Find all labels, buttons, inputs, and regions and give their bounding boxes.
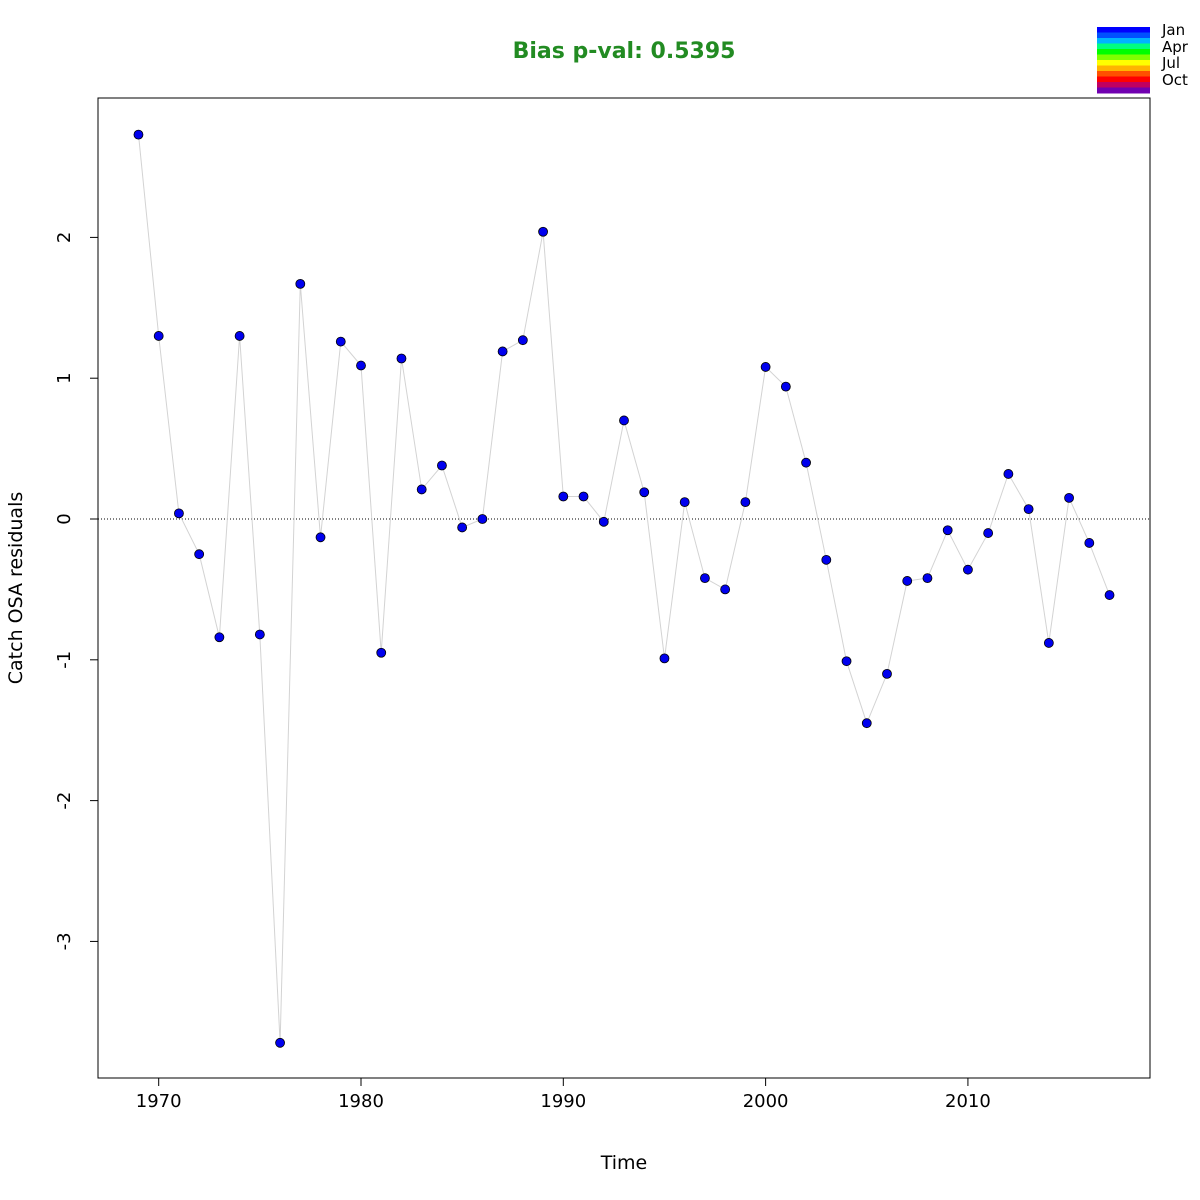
legend-color-swatch: [1097, 27, 1150, 33]
data-point: [700, 573, 710, 584]
x-axis-label: Time: [600, 1152, 648, 1174]
data-point: [214, 632, 225, 643]
data-point: [720, 584, 731, 595]
data-point: [133, 129, 144, 140]
data-point: [841, 656, 852, 667]
data-point: [922, 573, 933, 584]
data-point: [1064, 492, 1074, 503]
data-point: [335, 336, 346, 347]
legend-color-swatch: [1097, 60, 1150, 66]
data-point: [902, 576, 913, 586]
data-point: [437, 460, 447, 471]
y-tick-label: 2: [54, 232, 75, 243]
data-point: [1003, 469, 1014, 479]
x-tick-label: 1990: [540, 1091, 586, 1112]
plot-frame: [97, 97, 1151, 1079]
data-point: [821, 554, 832, 565]
data-point: [376, 647, 387, 658]
legend-color-swatch: [1097, 38, 1150, 44]
x-tick-label: 2000: [743, 1091, 789, 1112]
data-point: [1104, 590, 1115, 600]
data-point: [659, 653, 670, 664]
data-point: [578, 491, 589, 502]
data-point: [153, 331, 164, 341]
data-point: [760, 362, 771, 372]
data-point: [740, 497, 751, 508]
y-tick-label: -2: [54, 792, 75, 810]
data-point: [983, 528, 994, 538]
data-point: [619, 415, 629, 426]
data-point: [963, 564, 973, 575]
data-point: [477, 514, 488, 524]
data-point: [275, 1037, 285, 1048]
data-point: [558, 491, 569, 502]
legend-label: Jul: [1161, 54, 1180, 72]
data-point: [517, 335, 528, 346]
data-point: [1084, 538, 1095, 548]
data-point: [861, 718, 872, 729]
legend-label: Oct: [1162, 71, 1188, 89]
data-point: [234, 331, 245, 341]
y-tick-label: -1: [54, 651, 75, 669]
data-point: [882, 668, 892, 679]
legend-label: Jan: [1161, 21, 1185, 39]
legend-label: Apr: [1162, 38, 1189, 56]
legend-color-swatch: [1097, 43, 1150, 50]
legend-color-swatch: [1097, 49, 1150, 55]
legend-color-swatch: [1097, 87, 1150, 94]
legend-color-swatch: [1097, 65, 1150, 72]
data-point: [174, 508, 184, 519]
data-point: [942, 525, 953, 536]
data-point: [497, 346, 508, 357]
data-point: [396, 353, 407, 364]
data-point: [254, 629, 265, 640]
y-tick-label: 1: [54, 372, 75, 383]
legend-color-swatch: [1097, 82, 1150, 88]
legend-color-swatch: [1097, 71, 1150, 77]
y-tick-label: 0: [54, 513, 75, 524]
x-tick-label: 2010: [945, 1091, 991, 1112]
data-points: [133, 129, 1115, 1048]
data-point: [194, 549, 205, 560]
data-point: [1043, 638, 1054, 648]
data-point: [538, 226, 548, 237]
legend-color-swatch: [1097, 32, 1150, 39]
y-axis: -3 -2 -1 0 1 2: [54, 232, 99, 950]
x-tick-label: 1970: [136, 1091, 182, 1112]
data-point: [457, 522, 468, 533]
y-tick-label: -3: [54, 932, 75, 950]
data-point: [1023, 504, 1034, 515]
data-point: [780, 381, 791, 392]
legend-color-swatch: [1097, 54, 1150, 61]
series-connecting-line: [138, 134, 1110, 1043]
data-point: [801, 457, 811, 468]
x-axis: 1970 1980 1990 2000 2010: [136, 1077, 991, 1112]
y-axis-label: Catch OSA residuals: [5, 492, 27, 684]
data-point: [598, 516, 609, 527]
chart-title: Bias p-val: 0.5395: [513, 39, 736, 64]
data-point: [416, 484, 427, 495]
x-tick-label: 1980: [338, 1091, 384, 1112]
data-point: [639, 487, 650, 498]
data-point: [679, 497, 690, 508]
legend-color-swatch: [1097, 76, 1150, 83]
data-point: [295, 278, 306, 289]
data-point: [315, 532, 326, 543]
data-point: [356, 360, 366, 371]
